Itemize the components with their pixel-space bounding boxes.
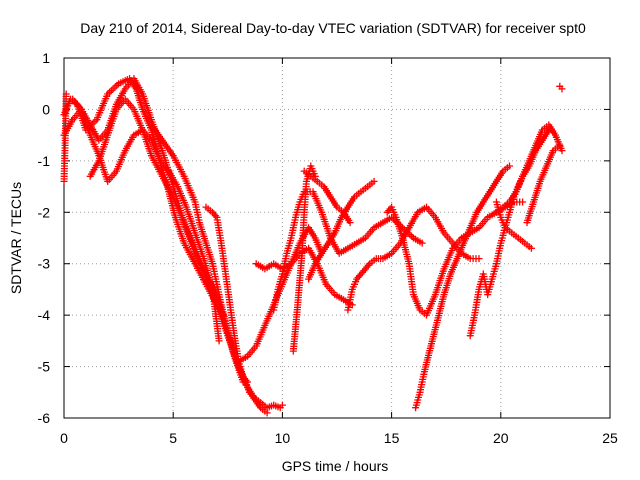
point-markers: [492, 198, 535, 252]
series-s22: [556, 82, 566, 93]
x-axis-label: GPS time / hours: [282, 458, 389, 474]
y-tick-label: 1: [42, 50, 50, 66]
point-markers: [305, 177, 378, 283]
point-markers: [239, 373, 286, 412]
series-s5: [147, 121, 247, 381]
x-tick-label: 0: [60, 430, 68, 446]
point-markers: [69, 95, 223, 345]
y-tick-label: -3: [38, 256, 51, 272]
y-tick-label: -5: [38, 359, 51, 375]
point-markers: [202, 203, 251, 386]
series-s19: [492, 198, 535, 252]
y-tick-label: 0: [42, 101, 50, 117]
y-tick-label: -2: [38, 204, 51, 220]
point-markers: [60, 90, 70, 185]
y-tick-label: -4: [38, 307, 51, 323]
axis-ticks: [63, 57, 611, 419]
chart-title: Day 210 of 2014, Sidereal Day-to-day VTE…: [80, 20, 586, 36]
point-markers: [412, 162, 513, 412]
series-s13: [305, 177, 378, 283]
point-markers: [523, 141, 564, 227]
x-tick-label: 15: [384, 430, 400, 446]
series-s6: [202, 203, 251, 386]
y-tick-label: -6: [38, 410, 51, 426]
x-tick-label: 20: [493, 430, 509, 446]
series-s4: [69, 95, 223, 345]
series-s7: [239, 373, 286, 412]
x-tick-label: 10: [275, 430, 291, 446]
x-tick-labels: 0 5 10 15 20 25: [60, 430, 618, 446]
point-markers: [300, 167, 354, 227]
point-markers: [556, 82, 566, 93]
point-markers: [383, 198, 527, 319]
plot-frame: [63, 57, 611, 419]
x-tick-label: 25: [602, 430, 618, 446]
y-tick-label: -1: [38, 153, 51, 169]
y-axis-label: SDTVAR / TECUs: [8, 182, 24, 294]
series-s21: [60, 90, 70, 185]
grid-lines: [64, 58, 610, 418]
series-s16: [412, 162, 513, 412]
x-tick-label: 5: [169, 430, 177, 446]
data-marks: [60, 75, 566, 417]
y-tick-labels: -6 -5 -4 -3 -2 -1 0 1: [38, 50, 51, 426]
series-s15: [383, 198, 527, 319]
series-s12: [300, 167, 354, 227]
series-s20: [523, 141, 564, 227]
point-markers: [147, 121, 247, 381]
